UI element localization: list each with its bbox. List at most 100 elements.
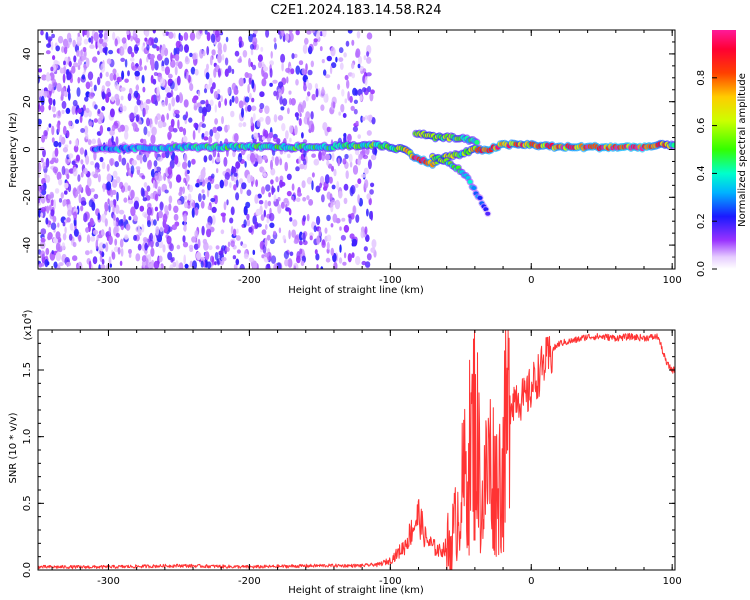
noise-speckle [230, 226, 234, 235]
noise-speckle [285, 67, 291, 73]
noise-speckle [367, 114, 373, 122]
noise-speckle [288, 229, 291, 240]
noise-speckle [48, 220, 52, 226]
noise-speckle [128, 216, 132, 221]
noise-speckle [130, 35, 134, 42]
noise-speckle [331, 152, 335, 162]
noise-speckle [187, 160, 191, 168]
x-tick-label: -200 [238, 576, 261, 587]
noise-speckle [299, 112, 302, 118]
noise-speckle [338, 57, 344, 62]
noise-speckle [349, 161, 353, 168]
noise-speckle [330, 202, 334, 213]
noise-speckle [352, 126, 358, 132]
noise-speckle [164, 66, 170, 76]
noise-speckle [50, 41, 54, 51]
noise-speckle [343, 224, 350, 233]
noise-speckle [171, 257, 175, 262]
noise-speckle [80, 172, 84, 178]
noise-speckle [53, 113, 56, 118]
noise-speckle [194, 230, 199, 239]
noise-speckle [101, 91, 105, 100]
noise-speckle [206, 222, 212, 230]
upper-branch-point [474, 140, 480, 145]
x-tick-label: 0 [528, 275, 534, 286]
noise-speckle [202, 50, 206, 57]
noise-speckle [78, 234, 82, 242]
noise-speckle [49, 251, 56, 261]
noise-speckle [252, 113, 256, 121]
noise-speckle [366, 51, 370, 57]
noise-speckle [102, 42, 108, 48]
noise-speckle [311, 153, 316, 158]
noise-speckle [235, 161, 241, 169]
noise-speckle [234, 50, 240, 57]
noise-speckle [340, 103, 345, 113]
noise-speckle [283, 250, 289, 260]
noise-speckle [94, 104, 98, 110]
noise-speckle [101, 213, 106, 223]
noise-speckle [81, 74, 86, 80]
noise-speckle [73, 62, 79, 68]
noise-speckle [82, 30, 85, 37]
noise-speckle [120, 248, 124, 257]
noise-speckle [121, 70, 125, 80]
x-tick-label: -200 [238, 275, 261, 286]
noise-speckle [198, 106, 204, 114]
noise-speckle [216, 126, 223, 132]
noise-speckle [95, 239, 99, 250]
x-tick-label: -100 [379, 576, 402, 587]
noise-speckle [280, 106, 285, 111]
noise-speckle [280, 201, 285, 209]
noise-speckle [287, 258, 293, 268]
noise-speckle [168, 73, 173, 79]
noise-speckle [343, 197, 348, 205]
noise-speckle [104, 201, 108, 211]
noise-speckle [369, 92, 374, 102]
noise-speckle [337, 157, 341, 167]
noise-speckle [286, 76, 289, 84]
noise-speckle [130, 57, 135, 62]
noise-speckle [136, 84, 139, 93]
noise-speckle [273, 37, 277, 43]
spectrogram-y-ticks: -40 -20 0 20 40 [22, 29, 675, 270]
noise-speckle [211, 49, 216, 56]
noise-speckle [66, 217, 71, 223]
noise-speckle [92, 256, 98, 265]
noise-speckle [68, 61, 72, 67]
noise-speckle [38, 163, 42, 173]
noise-speckle [88, 121, 93, 127]
noise-speckle [301, 180, 306, 189]
y-tick-label: 0.0 [22, 562, 33, 578]
noise-speckle [173, 86, 178, 92]
noise-speckle [116, 83, 120, 91]
noise-speckle [107, 127, 111, 132]
noise-speckle [139, 58, 143, 67]
noise-speckle [352, 205, 356, 215]
y-tick-label: 1.5 [22, 362, 33, 378]
noise-speckle [248, 76, 252, 85]
noise-speckle [366, 130, 372, 136]
x-tick-label: -300 [97, 275, 120, 286]
noise-speckle [184, 171, 188, 177]
noise-speckle [268, 131, 274, 139]
noise-speckle [88, 92, 95, 99]
snr-series-line [38, 330, 675, 570]
noise-speckle [154, 206, 158, 212]
noise-speckle [235, 258, 240, 266]
noise-speckle [190, 66, 196, 75]
noise-speckle [135, 46, 139, 52]
noise-speckle [189, 260, 193, 268]
noise-speckle [351, 72, 356, 79]
x-tick-label: -100 [379, 275, 402, 286]
noise-speckle [371, 117, 376, 125]
noise-speckle [224, 68, 229, 78]
noise-speckle [99, 72, 103, 79]
noise-speckle [346, 79, 350, 89]
noise-speckle [164, 57, 170, 66]
noise-speckle [326, 214, 331, 222]
noise-speckle [280, 30, 285, 37]
noise-speckle [307, 69, 313, 76]
noise-speckle [193, 122, 198, 129]
snr-panel: -300 -200 -100 0 100 0.0 0.5 1.0 1.5 Height of … [8, 309, 682, 596]
